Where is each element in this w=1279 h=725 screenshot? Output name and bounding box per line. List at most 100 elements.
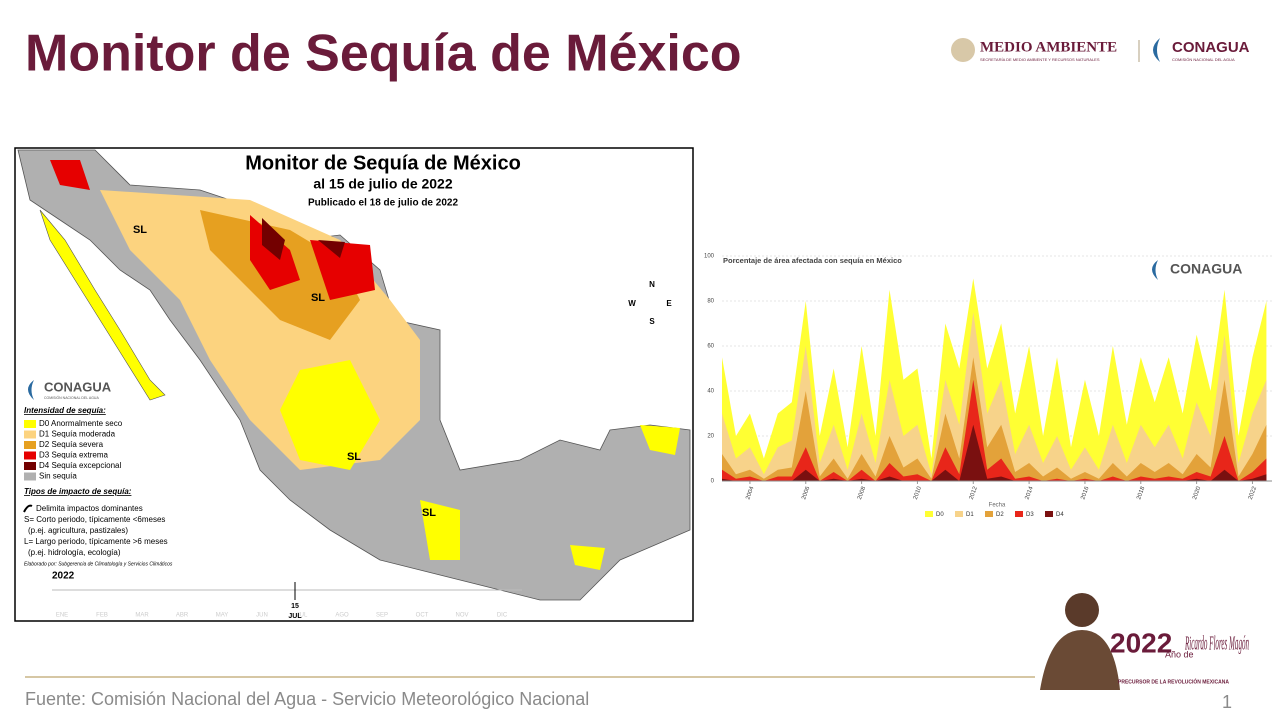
drought-region (262, 218, 345, 260)
legend-swatch (1045, 511, 1053, 517)
badge-text: Año de (1165, 649, 1194, 659)
impact-title: Tipos de impacto de sequía: (24, 487, 132, 496)
legend-swatch (1015, 511, 1023, 517)
legend-title: Intensidad de sequía: (24, 406, 106, 415)
legend-swatch (24, 472, 36, 481)
peninsula-shape (39, 209, 166, 401)
legend-label: D1 Sequía moderada (39, 430, 116, 439)
badge-year: 2022 (1110, 627, 1172, 658)
legend-label: Sin sequía (39, 472, 77, 481)
drought-map (14, 147, 694, 622)
map-label: SL (422, 507, 436, 519)
badge-subtext: PRECURSOR DE LA REVOLUCIÓN MEXICANA (1118, 677, 1229, 685)
legend-swatch (24, 451, 36, 460)
timeline-current-month: JUL (288, 613, 302, 620)
portrait (1040, 630, 1120, 690)
legend-swatch (955, 511, 963, 517)
page-number: 1 (1222, 692, 1232, 712)
x-tick-label: 2008 (857, 485, 867, 500)
y-tick-label: 100 (704, 254, 715, 260)
timeline-year: 2022 (52, 571, 75, 582)
x-tick-label: 2022 (1248, 485, 1258, 500)
y-tick-label: 0 (711, 479, 715, 485)
map-label: SL (311, 292, 325, 304)
logo-text: MEDIO AMBIENTE (980, 39, 1117, 55)
legend-label: D3 Sequía extrema (39, 451, 108, 460)
timeline-month: ABR (176, 613, 189, 619)
impact-text: L= Largo periodo, típicamente >6 meses (24, 537, 168, 546)
drought-region (280, 360, 680, 570)
x-tick-label: 2016 (1080, 485, 1090, 500)
legend-label: D4 Sequía excepcional (39, 461, 122, 470)
timeline-month: AGO (335, 613, 349, 619)
area (722, 312, 1267, 481)
chart-title: Porcentaje de área afectada con sequía e… (723, 256, 902, 265)
map-logo: CONAGUA (44, 379, 112, 394)
x-axis-label: Fecha (989, 503, 1006, 509)
x-tick-label: 2018 (1136, 485, 1146, 500)
impact-line-symbol (23, 504, 33, 513)
legend-swatch (925, 511, 933, 517)
y-tick-label: 60 (707, 344, 714, 350)
map-label: SL (133, 224, 147, 236)
timeline-month: DIC (497, 613, 508, 619)
compass-letter: E (666, 299, 672, 308)
timeline-month: ENE (56, 613, 68, 619)
timeline-month: SEP (376, 613, 388, 619)
legend-label: D2 (996, 512, 1004, 518)
area (722, 357, 1267, 481)
area-chart: 0 20 40 60 80 100 2004 2006 2008 2010 2012 2014 2016… (700, 250, 1275, 525)
logo-subtext: COMISIÓN NACIONAL DEL AGUA (1172, 57, 1235, 62)
legend-label: D3 (1026, 512, 1034, 518)
badge-name: Ricardo Flores Magón (1185, 633, 1249, 655)
legend-swatch (985, 511, 993, 517)
legend-label: D1 (966, 512, 974, 518)
y-tick-label: 40 (707, 389, 714, 395)
legend-label: D4 (1056, 512, 1064, 518)
timeline-month: FEB (96, 613, 108, 619)
footer-source: Fuente: Comisión Nacional del Agua - Ser… (25, 689, 589, 709)
timeline-month: JUL (297, 613, 308, 619)
timeline-month: MAY (216, 613, 229, 619)
legend-swatch (24, 462, 36, 470)
map-title: Monitor de Sequía de México (245, 152, 521, 174)
legend-swatch (24, 441, 36, 449)
logo-emblem (1153, 38, 1160, 62)
chart-logo: CONAGUA (1170, 261, 1242, 277)
impact-text: S= Corto periodo, típicamente <6meses (24, 515, 165, 524)
x-tick-label: 2014 (1025, 485, 1035, 500)
logo-subtext: SECRETARÍA DE MEDIO AMBIENTE Y RECURSOS … (980, 57, 1100, 62)
logo-text: CONAGUA (1172, 39, 1250, 56)
timeline-month: NOV (455, 613, 468, 619)
impact-text: (p.ej. agricultura, pastizales) (28, 526, 128, 535)
slide-title: Monitor de Sequía de México (25, 25, 742, 83)
legend-label: D2 Sequía severa (39, 440, 104, 449)
timeline-month: JUN (256, 613, 268, 619)
map-logo-sub: COMISIÓN NACIONAL DEL AGUA (44, 395, 99, 400)
x-tick-label: 2012 (969, 485, 979, 500)
legend-swatch (24, 430, 36, 439)
timeline-month: OCT (416, 613, 429, 619)
map-credit: Elaborado por: Subgerencia de Climatolog… (24, 561, 173, 567)
impact-text: (p.ej. hidrología, ecología) (28, 548, 121, 557)
compass-letter: N (649, 280, 655, 289)
logo-emblem (1152, 260, 1158, 280)
y-tick-label: 80 (707, 299, 714, 305)
timeline-day: 15 (291, 603, 299, 610)
impact-text: Delimita impactos dominantes (36, 504, 143, 513)
map-published: Publicado el 18 de julio de 2022 (308, 198, 458, 209)
x-tick-label: 2020 (1192, 485, 1202, 500)
timeline-month: MAR (135, 613, 149, 619)
compass-letter: S (649, 317, 655, 326)
x-tick-label: 2004 (745, 485, 755, 500)
portrait (1065, 593, 1099, 627)
map-date: al 15 de julio de 2022 (313, 176, 453, 192)
drought-region (50, 160, 375, 300)
badge: 2022 Año de Ricardo Flores Magón PRECURS… (1040, 593, 1249, 690)
y-tick-label: 20 (707, 434, 714, 440)
legend-label: D0 (936, 512, 944, 518)
x-tick-label: 2006 (801, 485, 811, 500)
logo-emblem (28, 380, 34, 400)
x-tick-label: 2010 (913, 485, 923, 500)
